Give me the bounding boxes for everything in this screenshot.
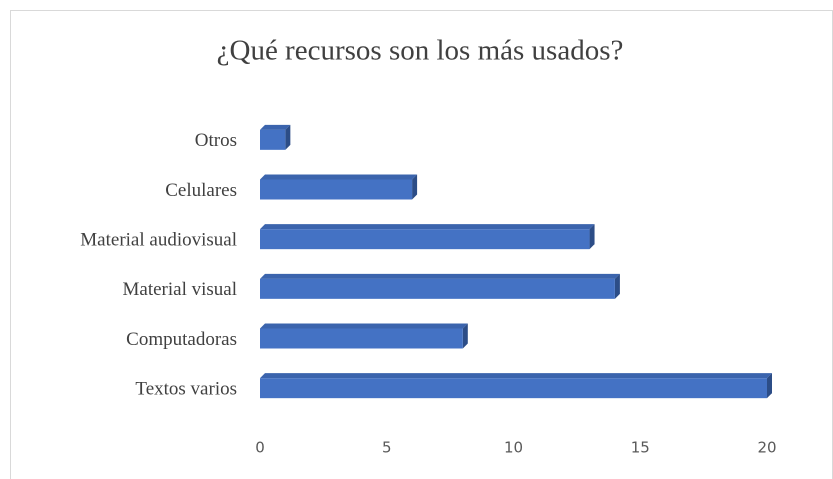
bar-top [260, 323, 468, 329]
y-tick-label: Computadoras [126, 329, 237, 350]
bar-top [260, 174, 418, 180]
chart-title: ¿Qué recursos son los más usados? [217, 35, 624, 67]
bar-side [614, 273, 620, 299]
bar [260, 229, 590, 250]
x-tick-label: 20 [757, 439, 776, 457]
bar-top [260, 373, 772, 379]
x-tick-label: 15 [631, 439, 650, 457]
bar-side [285, 124, 291, 150]
y-tick-label: Celulares [165, 180, 237, 201]
bar-top [260, 124, 291, 130]
bar-side [462, 323, 468, 349]
bar-top [260, 273, 620, 279]
bar-side [767, 373, 772, 399]
y-tick-label: Material visual [123, 279, 238, 300]
bar [260, 328, 463, 349]
y-tick-label: Material audiovisual [80, 230, 237, 251]
bar [260, 179, 413, 200]
x-tick-label: 10 [504, 439, 523, 457]
bar [260, 129, 286, 150]
x-tick-label: 0 [255, 439, 265, 457]
bar-top [260, 224, 595, 230]
y-tick-label: Textos varios [135, 379, 237, 400]
bar [260, 278, 615, 299]
x-tick-label: 5 [382, 439, 392, 457]
y-tick-label: Otros [195, 130, 237, 151]
bar-side [412, 174, 418, 200]
bar-side [589, 224, 595, 250]
bar [260, 378, 767, 399]
